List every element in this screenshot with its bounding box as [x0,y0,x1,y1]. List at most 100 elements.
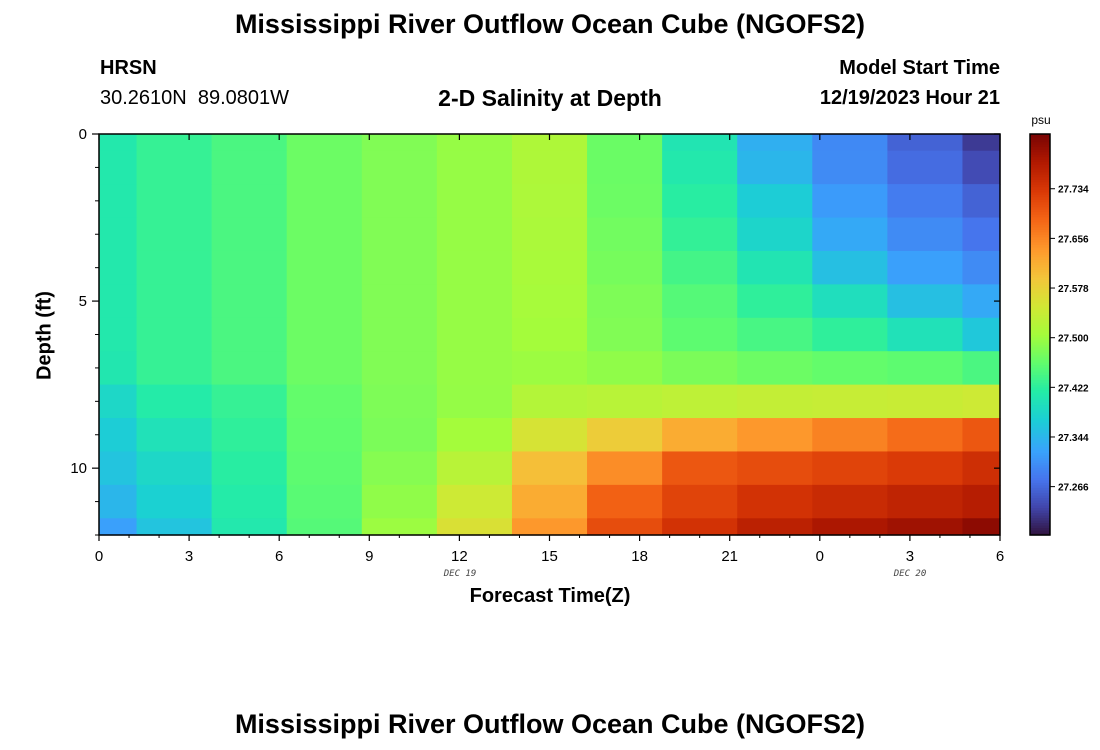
heatmap-cell [361,351,438,386]
heatmap-cell [286,284,363,319]
heatmap-cell [737,384,813,419]
colorbar-segment [1030,271,1050,275]
colorbar-segment [1030,209,1050,213]
model-start-value: 12/19/2023 Hour 21 [819,87,1000,109]
heatmap-cell [286,351,363,386]
colorbar-segment [1030,512,1050,516]
heatmap-cell [587,184,663,219]
colorbar-segment [1030,234,1050,238]
colorbar-segment [1030,214,1050,218]
heatmap-cell [99,518,138,536]
colorbar-unit: psu [1031,113,1051,127]
heatmap-cell [136,284,213,319]
heatmap-cell [587,451,663,486]
y-tick-label: 0 [79,126,87,143]
heatmap-cell [887,451,964,486]
heatmap-cell [436,150,513,185]
heatmap-cell [361,484,438,519]
heatmap-cell [662,317,738,352]
heatmap-cell [211,418,288,453]
colorbar-tick-label: 27.578 [1058,284,1089,295]
colorbar-segment [1030,509,1050,514]
colorbar-tick-label: 27.500 [1058,334,1089,345]
heatmap-cell [511,217,588,252]
heatmap-cell [962,250,1001,285]
heatmap-cell [587,134,663,152]
colorbar-segment [1030,311,1050,316]
colorbar-segment [1030,276,1050,280]
main-title: Mississippi River Outflow Ocean Cube (NG… [234,9,866,39]
colorbar-frame [1029,133,1051,536]
x-tick-label: 6 [996,548,1004,565]
colorbar-segment [1030,379,1050,383]
colorbar-segment [1030,527,1050,531]
heatmap-cell [887,518,964,536]
heatmap-cell [286,150,363,185]
colorbar-segment [1030,231,1050,235]
colorbar-segment [1030,164,1050,168]
colorbar: 27.734 27.656 27.578 27.500 27.422 27.344 27.2… [1029,133,1089,536]
colorbar-segment [1030,176,1050,180]
colorbar-segment [1030,449,1050,453]
heatmap-cell [662,134,738,152]
colorbar-segment [1030,181,1050,185]
colorbar-segment [1030,316,1050,321]
heatmap-cells [99,134,1001,536]
colorbar-segment [1030,352,1050,356]
y-tick-label: 5 [79,293,87,310]
heatmap-cell [286,217,363,252]
colorbar-segment [1030,206,1050,210]
x-tick-label: 3 [185,548,193,565]
heatmap-cell [737,351,813,386]
colorbar-segment [1030,417,1050,421]
heatmap-cell [99,484,138,519]
colorbar-segment [1030,154,1050,158]
colorbar-segment [1030,244,1050,248]
x-tick-label: 12 [451,548,468,565]
colorbar-segment [1030,519,1050,524]
heatmap-cell [436,317,513,352]
heatmap-cell [887,351,964,386]
colorbar-segment [1030,156,1050,160]
date-label-dec-20: DEC 20 [893,569,927,579]
heatmap-cell [962,217,1001,252]
colorbar-segment [1030,447,1050,451]
colorbar-segment [1030,517,1050,521]
heatmap-cell [211,451,288,486]
colorbar-segment [1030,497,1050,501]
heatmap-cell [887,150,964,185]
colorbar-segment [1030,397,1050,401]
colorbar-segment [1030,279,1050,283]
heatmap-cell [436,217,513,252]
colorbar-segment [1030,289,1050,293]
colorbar-segment [1030,134,1050,138]
heatmap-cell [887,384,964,419]
heatmap-cell [211,134,288,152]
heatmap-cell [361,384,438,419]
colorbar-tick-label: 27.344 [1058,433,1089,444]
heatmap-cell [737,134,813,152]
heatmap-cell [136,351,213,386]
heatmap-cell [812,418,888,453]
colorbar-segment [1030,211,1050,215]
colorbar-segment [1030,166,1050,170]
colorbar-segment [1030,367,1050,371]
heatmap-cell [99,250,138,285]
heatmap-cell [511,518,588,536]
colorbar-segment [1030,344,1050,348]
colorbar-segment [1030,246,1050,250]
heatmap-cell [737,250,813,285]
heatmap-cell [812,518,888,536]
heatmap-cell [962,317,1001,352]
heatmap-cell [737,451,813,486]
heatmap-cell [511,134,588,152]
colorbar-segment [1030,422,1050,426]
colorbar-segment [1030,452,1050,456]
heatmap-cell [136,384,213,419]
heatmap-cell [962,484,1001,519]
heatmap-cell [737,184,813,219]
colorbar-segment [1030,136,1050,140]
colorbar-segment [1030,169,1050,173]
colorbar-segment [1030,427,1050,431]
